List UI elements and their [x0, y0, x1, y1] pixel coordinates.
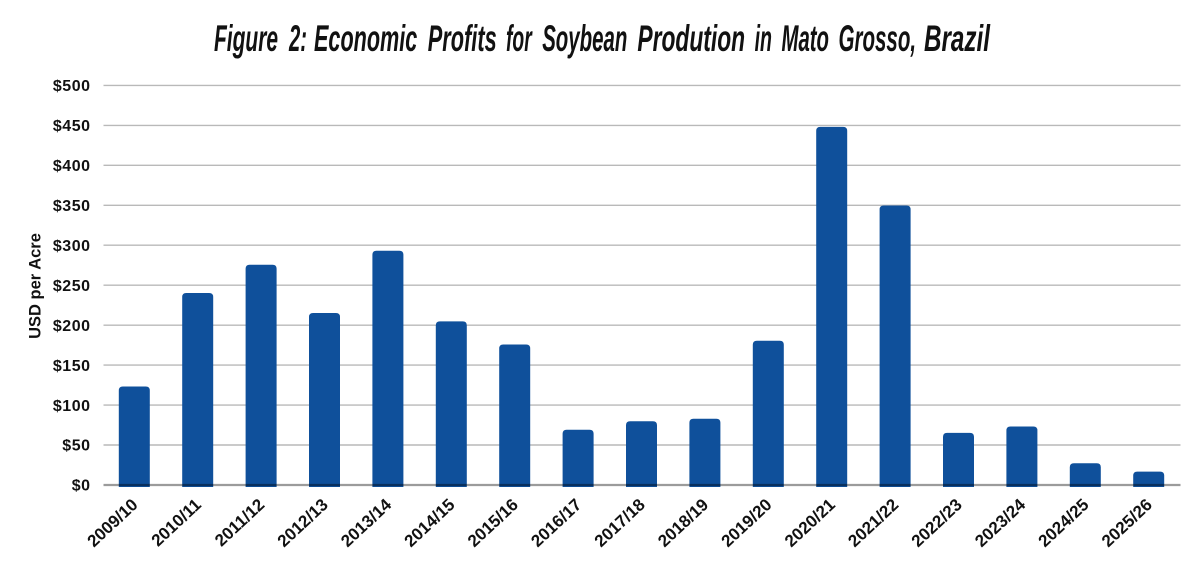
svg-text:Figure: Figure	[214, 18, 278, 59]
svg-text:$500: $500	[53, 78, 91, 95]
svg-text:2:: 2:	[288, 18, 307, 59]
svg-text:Profits: Profits	[428, 18, 497, 59]
svg-text:$350: $350	[53, 198, 91, 215]
svg-text:Economic: Economic	[314, 18, 418, 59]
svg-text:$400: $400	[53, 158, 91, 175]
svg-text:$0: $0	[72, 478, 91, 495]
svg-text:$300: $300	[53, 238, 91, 255]
svg-text:$250: $250	[53, 278, 91, 295]
svg-text:Soybean: Soybean	[542, 18, 627, 59]
svg-text:$50: $50	[62, 438, 90, 455]
svg-text:$100: $100	[53, 398, 91, 415]
svg-text:$200: $200	[53, 318, 91, 335]
svg-text:in: in	[755, 18, 772, 59]
svg-text:Brazil: Brazil	[924, 18, 990, 59]
svg-text:$150: $150	[53, 358, 91, 375]
svg-text:for: for	[506, 18, 533, 59]
svg-text:$450: $450	[53, 118, 91, 135]
svg-text:USD per Acre: USD per Acre	[27, 233, 45, 339]
svg-text:Grosso,: Grosso,	[839, 18, 917, 59]
svg-text:Mato: Mato	[782, 18, 830, 59]
svg-text:Prodution: Prodution	[637, 18, 745, 59]
